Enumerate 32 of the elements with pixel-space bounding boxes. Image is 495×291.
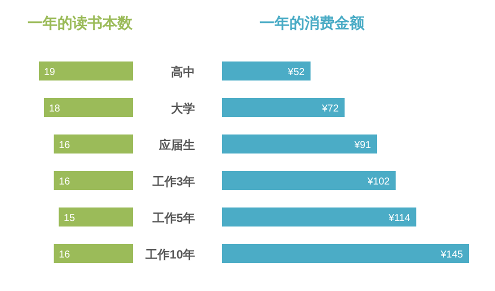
- data-label: ¥145: [440, 250, 464, 260]
- y-tick-label: 工作10年: [144, 248, 195, 262]
- data-label: ¥114: [388, 213, 411, 224]
- bar: [44, 98, 133, 117]
- data-label: 15: [64, 213, 76, 224]
- bar: [222, 62, 311, 80]
- chart-title: 一年的消费金额: [260, 14, 366, 32]
- data-label: 19: [44, 67, 56, 78]
- data-label: 18: [48, 104, 61, 114]
- bar: [54, 171, 133, 190]
- y-tick-label: 工作5年: [151, 211, 195, 225]
- bar: [222, 98, 345, 117]
- bar: [54, 244, 133, 263]
- data-label: 16: [58, 140, 70, 151]
- bar: [58, 208, 133, 226]
- chart-title: 一年的读书本数: [28, 15, 134, 32]
- bar: [222, 244, 469, 263]
- bar: [39, 62, 133, 80]
- y-tick-label: 高中: [171, 65, 195, 79]
- bar: [222, 171, 396, 190]
- y-tick-label: 工作3年: [151, 174, 195, 188]
- data-label: 16: [58, 176, 70, 188]
- bar: [54, 134, 133, 154]
- data-label: 16: [58, 250, 70, 260]
- data-label: ¥102: [366, 176, 390, 188]
- y-tick-label: 大学: [171, 102, 195, 116]
- data-label: ¥91: [353, 140, 372, 151]
- data-label: ¥52: [286, 67, 306, 78]
- bar: [222, 134, 378, 154]
- data-label: ¥72: [320, 104, 340, 114]
- bar: [222, 208, 416, 226]
- y-tick-label: 应届生: [158, 138, 195, 152]
